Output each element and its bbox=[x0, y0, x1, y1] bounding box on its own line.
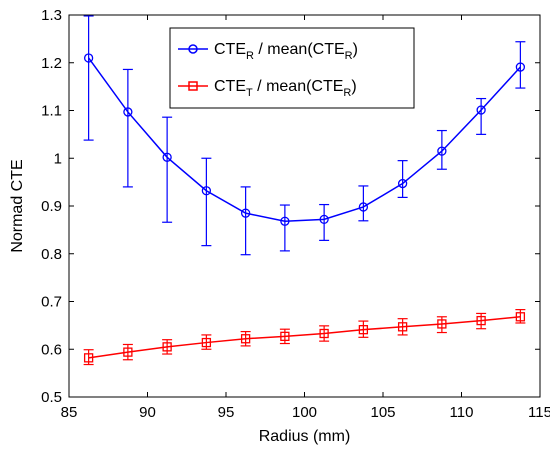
y-tick-label: 1.3 bbox=[41, 7, 62, 24]
data-point bbox=[476, 315, 486, 326]
legend-text-part: ) bbox=[351, 78, 356, 95]
x-tick-label: 115 bbox=[528, 404, 550, 421]
series-line bbox=[88, 57, 521, 223]
y-axis-label: Normad CTE bbox=[9, 159, 26, 252]
legend-text-part: CTE bbox=[214, 78, 246, 95]
legend-text-part: CTE bbox=[214, 41, 246, 58]
legend-text-red: CTET / mean(CTER) bbox=[214, 78, 357, 99]
series-0 bbox=[83, 15, 526, 256]
data-point bbox=[437, 146, 447, 156]
data-point bbox=[319, 328, 329, 339]
data-point bbox=[515, 62, 526, 72]
data-point bbox=[162, 342, 172, 352]
y-tick-label: 0.6 bbox=[41, 341, 62, 358]
legend-entry-blue: CTER / mean(CTER) bbox=[178, 41, 358, 62]
series-line bbox=[88, 316, 521, 359]
data-point bbox=[397, 322, 408, 332]
data-point bbox=[240, 208, 251, 218]
y-tick-label: 0.9 bbox=[41, 198, 62, 215]
legend-text-part: ) bbox=[353, 41, 358, 58]
data-point bbox=[201, 337, 212, 348]
axis-ticks: 85 90 95 100 105 110 115 0.5 0.6 0.7 0.8 0.9 1 1.1 1.2… bbox=[41, 7, 550, 421]
legend-entry-red: CTET / mean(CTER) bbox=[178, 78, 357, 99]
y-tick-label: 1.2 bbox=[41, 55, 62, 72]
legend-subscript: R bbox=[345, 50, 353, 62]
data-point bbox=[240, 334, 251, 344]
x-tick-label: 85 bbox=[61, 404, 78, 421]
data-point bbox=[123, 107, 133, 117]
x-tick-label: 110 bbox=[450, 404, 474, 421]
data-point bbox=[280, 331, 290, 342]
series-1 bbox=[83, 309, 526, 366]
data-point bbox=[319, 214, 329, 225]
data-point bbox=[162, 152, 172, 162]
y-tick-label: 0.7 bbox=[41, 294, 62, 311]
data-point bbox=[397, 178, 408, 189]
data-point bbox=[515, 312, 526, 322]
data-point bbox=[476, 105, 486, 115]
data-point bbox=[358, 202, 369, 212]
y-tick-label: 0.8 bbox=[41, 246, 62, 263]
x-tick-label: 100 bbox=[292, 404, 317, 421]
legend-text-part: / mean(CTE bbox=[253, 78, 344, 95]
legend-subscript: T bbox=[246, 87, 253, 99]
y-tick-label: 1.1 bbox=[41, 103, 62, 120]
y-tick-label: 1 bbox=[54, 150, 62, 167]
data-point bbox=[83, 353, 94, 363]
legend-marker-blue bbox=[188, 44, 198, 54]
x-tick-label: 105 bbox=[370, 404, 395, 421]
x-tick-label: 95 bbox=[218, 404, 235, 421]
legend: CTER / mean(CTER) CTET / mean(CTER) bbox=[169, 27, 415, 109]
data-point bbox=[280, 216, 290, 226]
legend-text-part: / mean(CTE bbox=[254, 41, 345, 58]
legend-marker-red bbox=[188, 81, 198, 91]
legend-subscript: R bbox=[343, 87, 351, 99]
data-point bbox=[83, 53, 94, 63]
plot-layer bbox=[83, 15, 526, 366]
legend-box bbox=[169, 27, 415, 109]
legend-subscript: R bbox=[246, 50, 254, 62]
y-tick-label: 0.5 bbox=[41, 389, 62, 406]
data-point bbox=[358, 325, 369, 335]
data-point bbox=[123, 347, 133, 357]
x-tick-label: 90 bbox=[139, 404, 156, 421]
data-point bbox=[437, 319, 447, 329]
legend-text-blue: CTER / mean(CTER) bbox=[214, 41, 358, 62]
data-point bbox=[201, 186, 212, 196]
x-axis-label: Radius (mm) bbox=[259, 428, 351, 445]
